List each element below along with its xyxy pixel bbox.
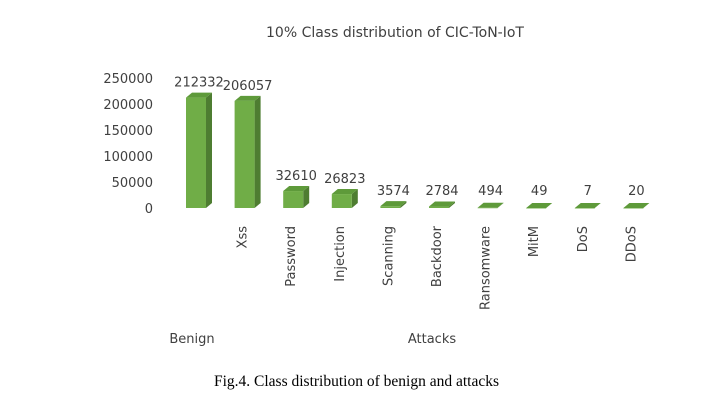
x-tick-label: Backdoor [430,225,445,287]
bar-top [331,189,358,195]
bar-front [623,207,644,209]
data-label: 494 [478,184,503,199]
bar-top [283,186,310,192]
y-tick-label: 50000 [112,176,153,191]
bar-top [380,201,407,207]
bar-side [594,202,601,208]
x-tick-label: DoS [576,226,591,252]
bar-front [526,207,547,209]
x-tick-label: MitM [527,226,542,257]
figure-caption: Fig.4. Class distribution of benign and … [213,373,499,390]
x-tick-label: Ransomware [479,226,494,310]
bar-front [574,207,595,209]
bar-front [477,207,498,209]
bar-top [623,202,650,208]
x-tick-label: Injection [333,226,348,282]
bar-ddos [623,202,650,209]
bar-side [254,95,261,208]
bar-chart: 10% Class distribution of CIC-ToN-IoT 0 5… [103,25,650,347]
bar-top [526,202,553,208]
data-label: 3574 [377,184,410,199]
bar-side [643,202,650,208]
bar-top [574,202,601,208]
bar-top [477,202,504,208]
bar-xss [234,95,261,208]
bar-top [186,92,212,98]
bar-front [283,191,304,208]
x-tick-label: Password [284,226,299,287]
bar-front [380,206,401,208]
bar-side [449,201,455,208]
bar-top [234,95,261,101]
bar-front [234,100,255,208]
bar-front [429,206,449,208]
bar-side [497,202,504,208]
bar-benign [186,92,212,208]
data-label: 206057 [223,79,273,94]
bar-injection [331,189,358,208]
bar-ransomware [477,202,504,209]
bar-scanning [380,201,407,208]
bar-password [283,186,310,208]
bar-side [351,189,358,208]
bar-side [400,201,407,208]
bar-side [303,186,310,208]
data-label: 49 [531,184,548,199]
x-tick-label: Xss [236,226,251,249]
bar-backdoor [429,201,455,208]
chart-title: 10% Class distribution of CIC-ToN-IoT [266,25,524,41]
data-label: 32610 [276,169,317,184]
bar-dos [574,202,601,209]
data-label: 20 [628,184,645,199]
x-tick-label: Scanning [381,226,396,286]
y-tick-label: 100000 [103,150,153,165]
bar-front [186,97,206,208]
bar-side [546,202,553,208]
bar-side [206,92,212,208]
group-label-benign: Benign [169,332,214,347]
bar-mitm [526,202,553,209]
data-label: 7 [584,184,592,199]
x-tick-label: DDoS [624,226,639,262]
data-label: 212332 [174,76,224,91]
bar-front [331,194,352,208]
y-tick-label: 150000 [103,124,153,139]
data-label: 26823 [324,172,365,187]
y-tick-label: 200000 [103,98,153,113]
group-label-attacks: Attacks [408,332,457,347]
y-tick-label: 250000 [103,72,153,87]
bar-top [429,201,455,207]
y-tick-label: 0 [145,202,153,217]
data-label: 2784 [425,184,458,199]
